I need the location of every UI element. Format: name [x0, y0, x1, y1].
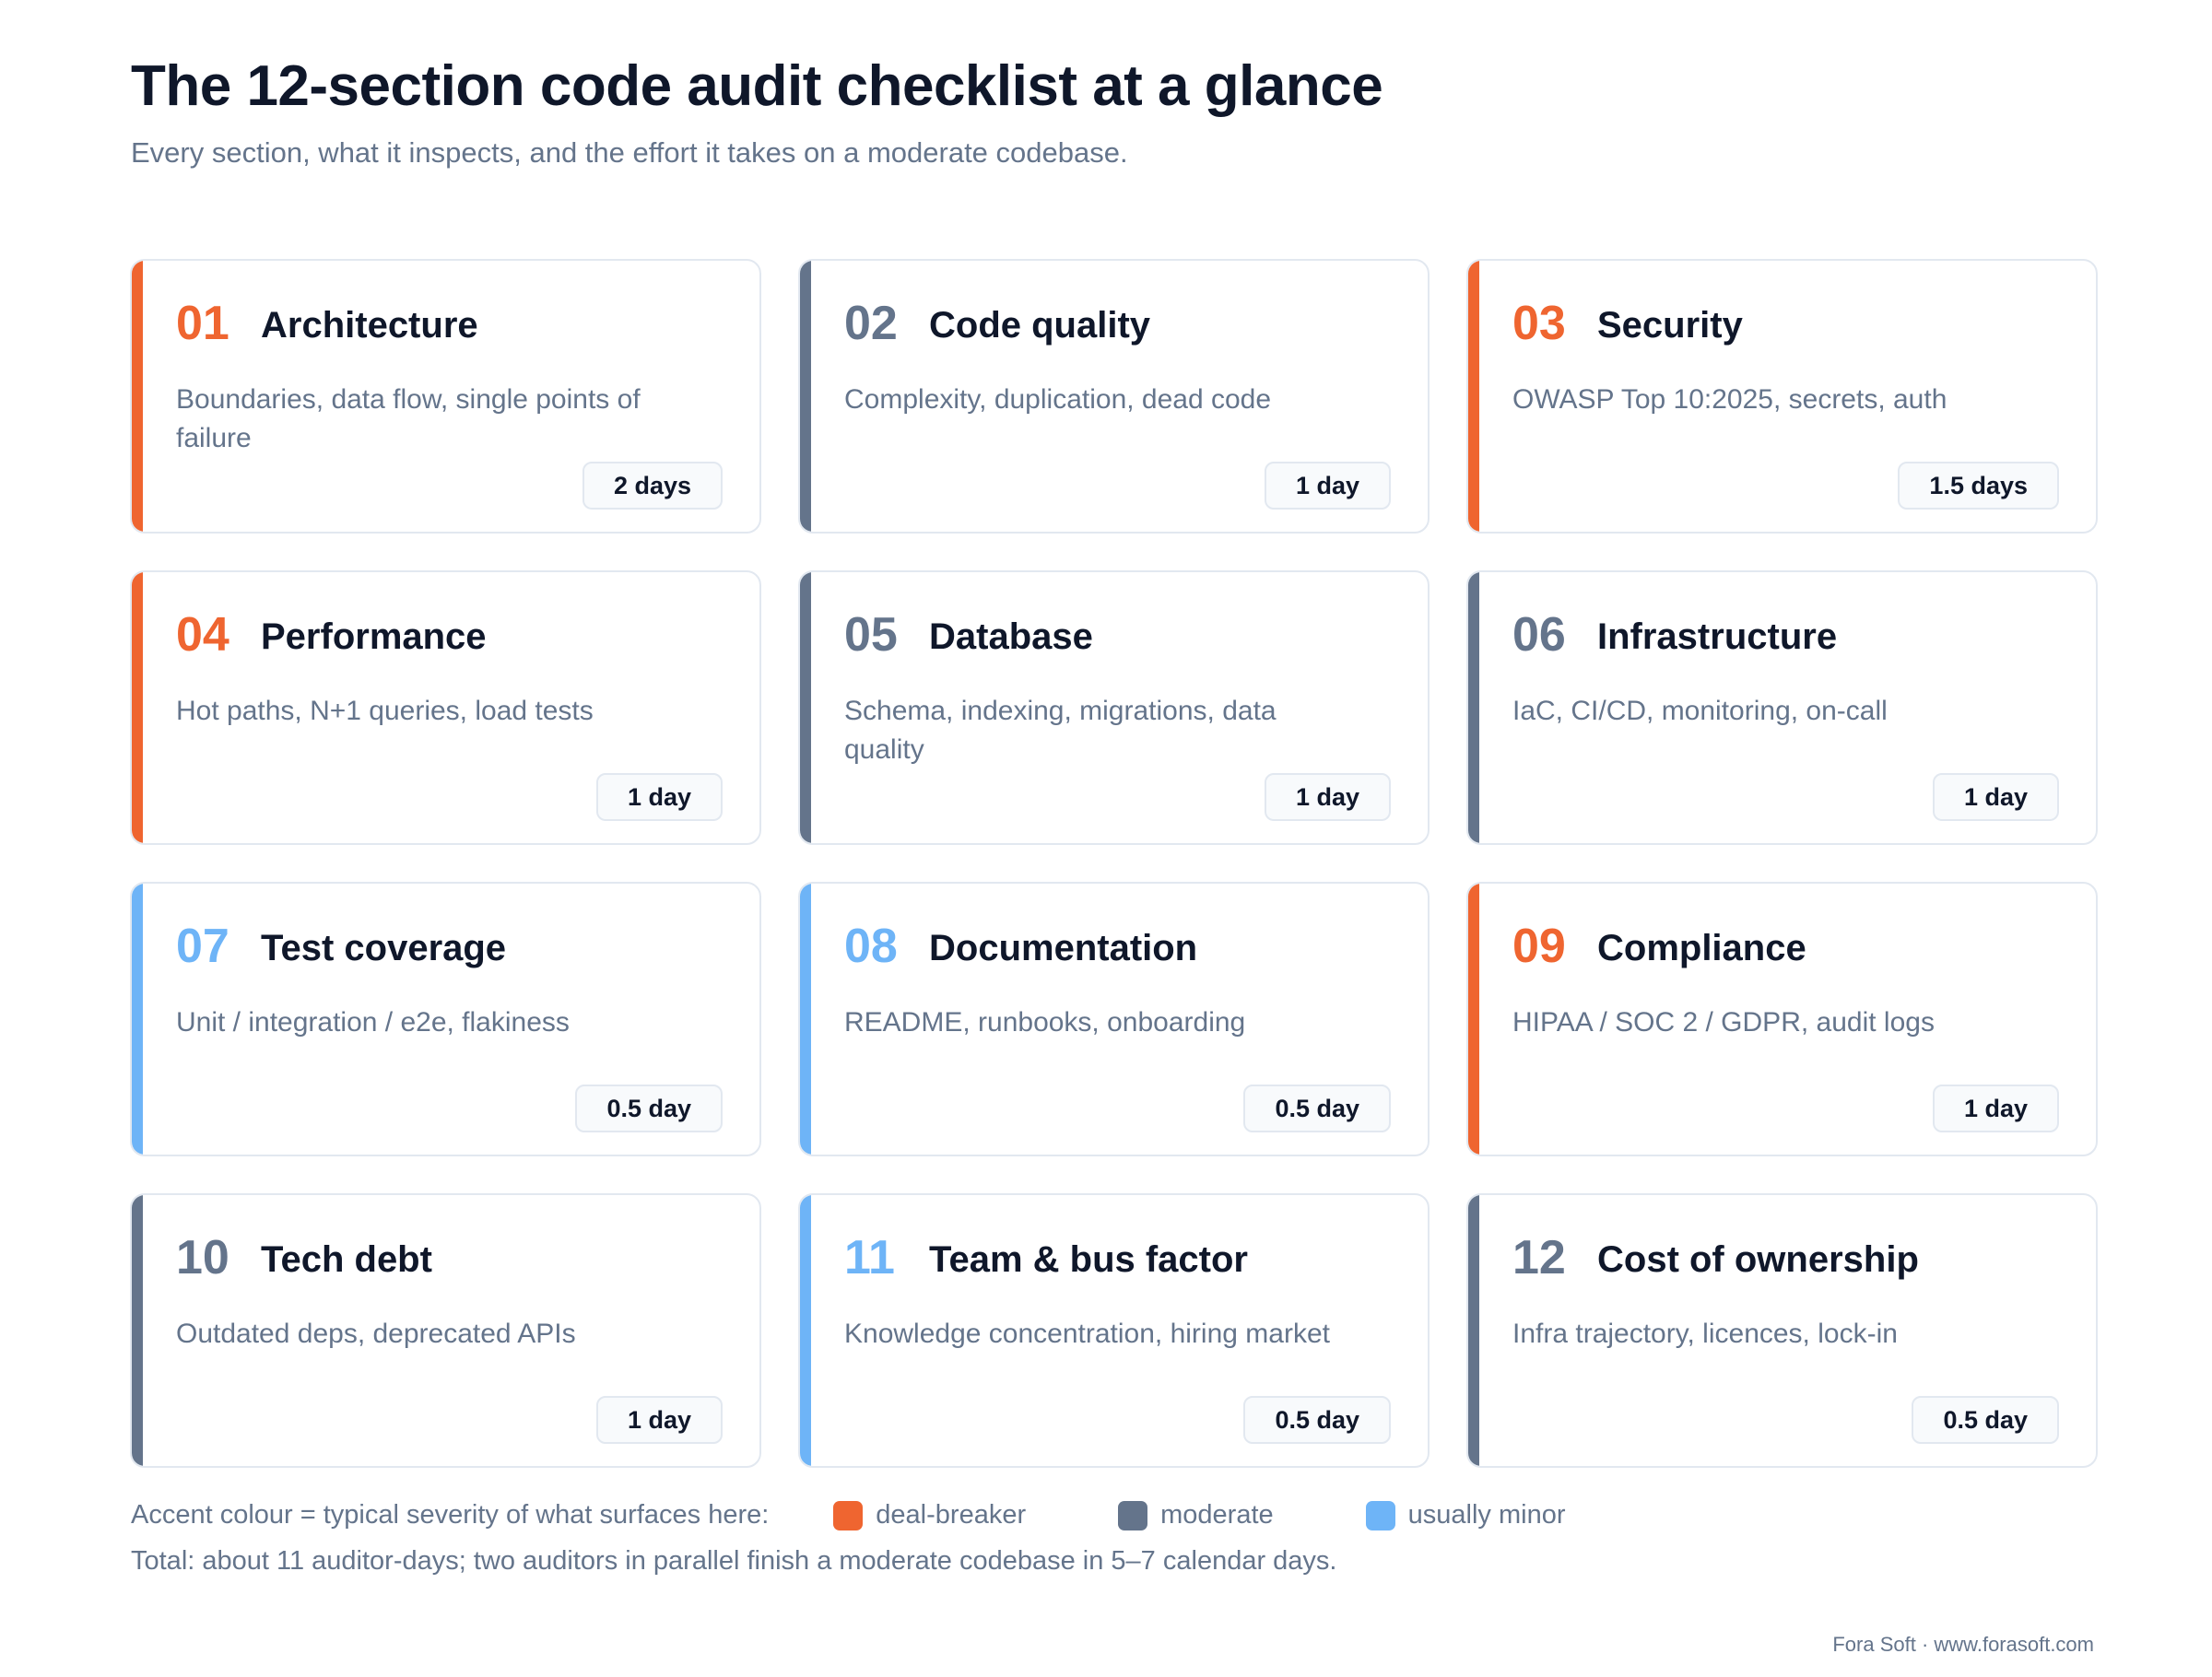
- section-card-07: 07 Test coverage Unit / integration / e2…: [130, 882, 761, 1156]
- severity-accent-bar: [800, 1195, 811, 1466]
- section-number: 07: [176, 920, 229, 973]
- section-name: Performance: [261, 616, 487, 657]
- severity-accent-bar: [1468, 884, 1479, 1155]
- section-name: Compliance: [1597, 928, 1806, 968]
- total-effort-note: Total: about 11 auditor-days; two audito…: [131, 1546, 1337, 1576]
- section-card-10: 10 Tech debt Outdated deps, deprecated A…: [130, 1193, 761, 1468]
- section-description: Schema, indexing, migrations, data quali…: [844, 696, 1277, 765]
- section-name: Test coverage: [261, 928, 507, 968]
- section-card-11: 11 Team & bus factor Knowledge concentra…: [798, 1193, 1430, 1468]
- effort-badge: 0.5 day: [1912, 1396, 2059, 1444]
- section-name: Security: [1597, 305, 1743, 346]
- legend-item-moderate: moderate: [1118, 1500, 1274, 1530]
- section-description: OWASP Top 10:2025, secrets, auth: [1512, 384, 1947, 415]
- section-number: 06: [1512, 608, 1566, 662]
- section-description: HIPAA / SOC 2 / GDPR, audit logs: [1512, 1007, 1935, 1038]
- section-name: Architecture: [261, 305, 478, 346]
- section-number: 08: [844, 920, 898, 973]
- section-card-03: 03 Security OWASP Top 10:2025, secrets, …: [1466, 259, 2098, 534]
- legend-label: deal-breaker: [876, 1500, 1027, 1530]
- section-description: Hot paths, N+1 queries, load tests: [176, 696, 594, 726]
- section-card-01: 01 Architecture Boundaries, data flow, s…: [130, 259, 761, 534]
- section-description: Boundaries, data flow, single points of …: [176, 384, 641, 453]
- severity-accent-bar: [132, 1195, 143, 1466]
- legend-item-usually-minor: usually minor: [1365, 1500, 1566, 1530]
- effort-badge: 1 day: [595, 773, 723, 821]
- section-description: README, runbooks, onboarding: [844, 1007, 1246, 1038]
- section-card-12: 12 Cost of ownership Infra trajectory, l…: [1466, 1193, 2098, 1468]
- footer-credit: Fora Soft · www.forasoft.com: [1832, 1633, 2094, 1656]
- section-card-04: 04 Performance Hot paths, N+1 queries, l…: [130, 570, 761, 845]
- page-title: The 12-section code audit checklist at a…: [131, 54, 1383, 118]
- section-name: Infrastructure: [1597, 616, 1838, 657]
- section-card-06: 06 Infrastructure IaC, CI/CD, monitoring…: [1466, 570, 2098, 845]
- section-name: Database: [929, 616, 1093, 657]
- severity-accent-bar: [132, 884, 143, 1155]
- section-number: 03: [1512, 297, 1566, 350]
- legend-label: moderate: [1160, 1500, 1274, 1530]
- section-card-09: 09 Compliance HIPAA / SOC 2 / GDPR, audi…: [1466, 882, 2098, 1156]
- section-number: 10: [176, 1231, 229, 1284]
- section-card-05: 05 Database Schema, indexing, migrations…: [798, 570, 1430, 845]
- section-name: Documentation: [929, 928, 1198, 968]
- usually-minor-swatch: [1365, 1500, 1395, 1530]
- section-card-08: 08 Documentation README, runbooks, onboa…: [798, 882, 1430, 1156]
- effort-badge: 1 day: [1932, 1085, 2059, 1132]
- section-description: IaC, CI/CD, monitoring, on-call: [1512, 696, 1888, 726]
- section-card-02: 02 Code quality Complexity, duplication,…: [798, 259, 1430, 534]
- section-description: Knowledge concentration, hiring market: [844, 1319, 1330, 1349]
- effort-badge: 2 days: [582, 462, 723, 510]
- section-grid: 01 Architecture Boundaries, data flow, s…: [130, 259, 2098, 1468]
- deal-breaker-swatch: [833, 1500, 864, 1530]
- section-number: 02: [844, 297, 898, 350]
- section-number: 12: [1512, 1231, 1566, 1284]
- effort-badge: 0.5 day: [575, 1085, 723, 1132]
- section-number: 04: [176, 608, 229, 662]
- section-number: 09: [1512, 920, 1566, 973]
- legend-label: usually minor: [1407, 1500, 1566, 1530]
- section-number: 01: [176, 297, 229, 350]
- effort-badge: 1 day: [1264, 773, 1391, 821]
- severity-accent-bar: [1468, 572, 1479, 843]
- section-number: 05: [844, 608, 898, 662]
- page-subtitle: Every section, what it inspects, and the…: [131, 136, 1128, 169]
- severity-accent-bar: [132, 572, 143, 843]
- severity-accent-bar: [1468, 1195, 1479, 1466]
- effort-badge: 1 day: [595, 1396, 723, 1444]
- section-name: Tech debt: [261, 1239, 432, 1280]
- severity-accent-bar: [132, 261, 143, 532]
- severity-accent-bar: [800, 884, 811, 1155]
- severity-accent-bar: [800, 261, 811, 532]
- legend-lead-text: Accent colour = typical severity of what…: [131, 1500, 770, 1530]
- severity-legend: Accent colour = typical severity of what…: [131, 1500, 1657, 1530]
- moderate-swatch: [1118, 1500, 1148, 1530]
- section-description: Outdated deps, deprecated APIs: [176, 1319, 576, 1349]
- severity-accent-bar: [1468, 261, 1479, 532]
- section-description: Unit / integration / e2e, flakiness: [176, 1007, 570, 1038]
- effort-badge: 1.5 days: [1898, 462, 2059, 510]
- section-description: Infra trajectory, licences, lock-in: [1512, 1319, 1898, 1349]
- effort-badge: 1 day: [1932, 773, 2059, 821]
- effort-badge: 0.5 day: [1243, 1396, 1391, 1444]
- section-description: Complexity, duplication, dead code: [844, 384, 1272, 415]
- section-name: Cost of ownership: [1597, 1239, 1919, 1280]
- section-name: Code quality: [929, 305, 1151, 346]
- section-name: Team & bus factor: [929, 1239, 1248, 1280]
- effort-badge: 0.5 day: [1243, 1085, 1391, 1132]
- effort-badge: 1 day: [1264, 462, 1391, 510]
- section-number: 11: [844, 1231, 895, 1284]
- severity-accent-bar: [800, 572, 811, 843]
- legend-item-deal-breaker: deal-breaker: [833, 1500, 1026, 1530]
